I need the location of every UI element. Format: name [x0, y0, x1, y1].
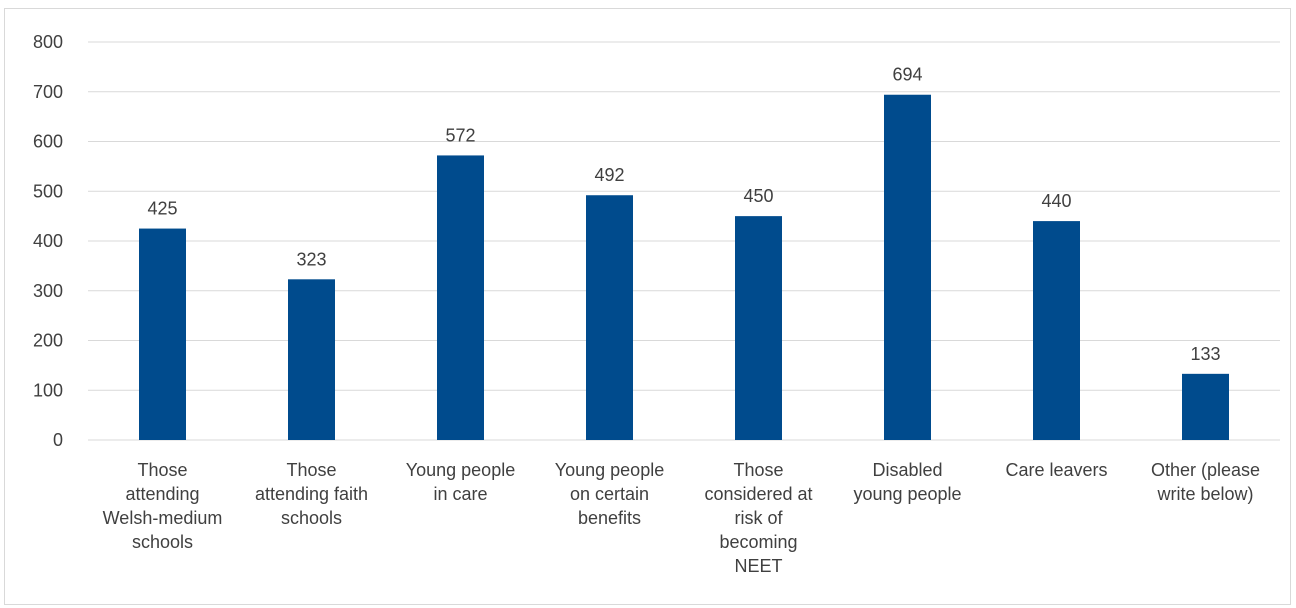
x-tick-label-line: NEET	[734, 556, 782, 576]
x-tick-label-line: schools	[281, 508, 342, 528]
y-tick-label: 400	[33, 231, 63, 251]
y-tick-label: 100	[33, 380, 63, 400]
x-tick-label-line: Other (please	[1151, 460, 1260, 480]
x-tick-label-line: Disabled	[872, 460, 942, 480]
x-tick-label-line: Those	[286, 460, 336, 480]
x-tick-label: Young people in care	[406, 460, 515, 504]
bar	[884, 94, 931, 441]
data-label: 440	[1041, 191, 1071, 211]
data-label: 425	[147, 199, 177, 219]
x-tick-label-line: in care	[433, 484, 487, 504]
x-tick-label-line: attending faith	[255, 484, 368, 504]
y-tick-label: 200	[33, 331, 63, 351]
bar	[586, 195, 633, 440]
gridlines	[88, 41, 1280, 441]
data-label: 323	[296, 249, 326, 269]
x-tick-label: Disabled young people	[853, 460, 961, 504]
x-tick-label-line: schools	[132, 532, 193, 552]
x-tick-label-line: write below)	[1156, 484, 1253, 504]
bar	[288, 279, 335, 440]
bar	[735, 216, 782, 440]
bar	[139, 228, 186, 440]
y-tick-label: 700	[33, 82, 63, 102]
x-tick-label: Those considered at risk of becoming NEET	[704, 460, 812, 576]
x-tick-label-line: young people	[853, 484, 961, 504]
bar	[1182, 373, 1229, 440]
x-tick-label-line: Young people	[406, 460, 515, 480]
x-tick-label-line: Care leavers	[1005, 460, 1107, 480]
data-label: 694	[892, 65, 922, 85]
data-label: 450	[743, 186, 773, 206]
x-tick-label-line: benefits	[578, 508, 641, 528]
x-tick-label: Other (please write below)	[1151, 460, 1260, 504]
y-tick-label: 0	[53, 430, 63, 450]
bar	[1033, 221, 1080, 440]
x-tick-label-line: Young people	[555, 460, 664, 480]
x-tick-label-line: on certain	[570, 484, 649, 504]
x-tick-label-line: Those	[137, 460, 187, 480]
data-label: 492	[594, 165, 624, 185]
x-tick-label-line: Welsh-medium	[103, 508, 223, 528]
y-tick-label: 500	[33, 181, 63, 201]
bar	[437, 155, 484, 440]
x-tick-label-line: risk of	[734, 508, 783, 528]
y-tick-label: 800	[33, 32, 63, 52]
y-axis: 0 100 200 300 400 500 600 700 800	[33, 32, 63, 450]
x-tick-label: Those attending Welsh-medium schools	[103, 460, 223, 552]
x-tick-label-line: Those	[733, 460, 783, 480]
x-tick-label-line: considered at	[704, 484, 812, 504]
bars	[139, 94, 1229, 441]
data-label: 133	[1190, 344, 1220, 364]
x-tick-label-line: attending	[125, 484, 199, 504]
x-tick-label: Care leavers	[1005, 460, 1107, 480]
data-label: 572	[445, 125, 475, 145]
data-labels: 425 323 572 492 450 694 440 133	[147, 65, 1220, 364]
x-tick-label: Those attending faith schools	[255, 460, 368, 528]
x-tick-label: Young people on certain benefits	[555, 460, 664, 528]
x-axis: Those attending Welsh-medium schools Those at…	[103, 460, 1260, 576]
x-tick-label-line: becoming	[719, 532, 797, 552]
y-tick-label: 300	[33, 281, 63, 301]
y-tick-label: 600	[33, 132, 63, 152]
